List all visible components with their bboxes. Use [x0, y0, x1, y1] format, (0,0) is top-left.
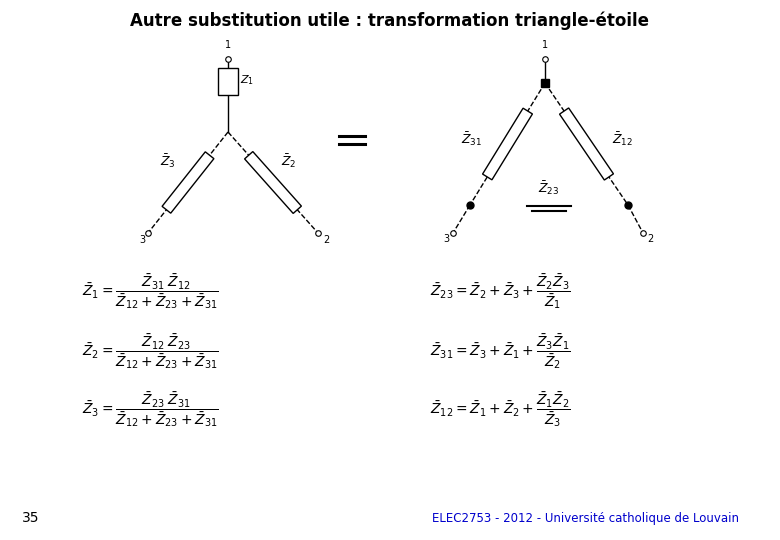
Polygon shape [162, 152, 214, 213]
Text: 2: 2 [647, 234, 654, 244]
Polygon shape [483, 108, 533, 180]
Text: 3: 3 [139, 235, 145, 245]
Text: $\bar{Z}_2 = \dfrac{\bar{Z}_{12}\;\bar{Z}_{23}}{\bar{Z}_{12}+\bar{Z}_{23}+\bar{Z: $\bar{Z}_2 = \dfrac{\bar{Z}_{12}\;\bar{Z… [82, 333, 219, 372]
Text: 35: 35 [22, 511, 40, 525]
Polygon shape [559, 108, 613, 180]
Text: $\bar{Z}_3 = \dfrac{\bar{Z}_{23}\;\bar{Z}_{31}}{\bar{Z}_{12}+\bar{Z}_{23}+\bar{Z: $\bar{Z}_3 = \dfrac{\bar{Z}_{23}\;\bar{Z… [82, 390, 219, 429]
Polygon shape [245, 152, 301, 213]
Text: $\bar{Z}_{31} = \bar{Z}_3+\bar{Z}_1+\dfrac{\bar{Z}_3\bar{Z}_1}{\bar{Z}_2}$: $\bar{Z}_{31} = \bar{Z}_3+\bar{Z}_1+\dfr… [430, 333, 571, 372]
Text: 1: 1 [225, 40, 231, 50]
Text: ELEC2753 - 2012 - Université catholique de Louvain: ELEC2753 - 2012 - Université catholique … [431, 512, 739, 525]
Text: $\bar{Z}_{12} = \bar{Z}_1+\bar{Z}_2+\dfrac{\bar{Z}_1\bar{Z}_2}{\bar{Z}_3}$: $\bar{Z}_{12} = \bar{Z}_1+\bar{Z}_2+\dfr… [430, 390, 571, 429]
Text: Autre substitution utile : transformation triangle-étoile: Autre substitution utile : transformatio… [130, 12, 650, 30]
Text: 1: 1 [542, 40, 548, 50]
Text: $\bar{Z}_2$: $\bar{Z}_2$ [281, 153, 296, 171]
Text: $\bar{Z}_{31}$: $\bar{Z}_{31}$ [461, 130, 483, 148]
Text: $\bar{Z}_1 = \dfrac{\bar{Z}_{31}\;\bar{Z}_{12}}{\bar{Z}_{12}+\bar{Z}_{23}+\bar{Z: $\bar{Z}_1 = \dfrac{\bar{Z}_{31}\;\bar{Z… [82, 273, 219, 312]
Polygon shape [218, 68, 238, 95]
Text: $\bar{Z}_{23}$: $\bar{Z}_{23}$ [538, 179, 560, 197]
Text: $\bar{Z}_{23} = \bar{Z}_2+\bar{Z}_3+\dfrac{\bar{Z}_2\bar{Z}_3}{\bar{Z}_1}$: $\bar{Z}_{23} = \bar{Z}_2+\bar{Z}_3+\dfr… [430, 273, 571, 312]
Text: 3: 3 [443, 234, 449, 244]
Text: 2: 2 [323, 235, 329, 245]
Text: $\mathit{Z}_1$: $\mathit{Z}_1$ [240, 73, 254, 87]
Text: $\bar{Z}_{12}$: $\bar{Z}_{12}$ [612, 130, 633, 148]
Text: $\bar{Z}_3$: $\bar{Z}_3$ [160, 153, 176, 171]
